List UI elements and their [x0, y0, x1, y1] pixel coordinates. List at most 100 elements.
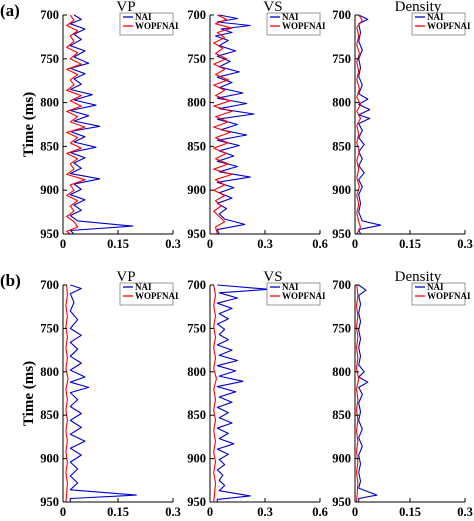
legend-box — [119, 282, 174, 306]
x-tick-label: 0.3 — [257, 505, 273, 519]
legend-label-nai: NAI — [282, 12, 299, 22]
legend-label-nai: NAI — [427, 282, 444, 292]
legend-label-nai: NAI — [427, 12, 444, 22]
x-tick-label: 0.15 — [399, 505, 421, 519]
y-tick-label: 950 — [332, 495, 351, 509]
legend-label-wopfnai: WOPFNAI — [135, 291, 179, 301]
y-tick-label: 850 — [187, 139, 206, 153]
y-tick-label: 700 — [40, 278, 59, 292]
y-tick-label: 750 — [332, 321, 351, 335]
subplot-title: VP — [116, 0, 135, 15]
legend-label-nai: NAI — [282, 282, 299, 292]
legend-box — [266, 282, 321, 306]
y-axis-label: Time (ms) — [21, 361, 37, 426]
series-line-wopfnai — [213, 14, 233, 235]
legend-label-nai: NAI — [135, 282, 152, 292]
y-tick-label: 950 — [40, 227, 59, 241]
legend-label-wopfnai: WOPFNAI — [427, 291, 471, 301]
x-tick-label: 0 — [352, 237, 358, 251]
x-tick-label: 0.3 — [457, 237, 473, 251]
y-tick-label: 750 — [187, 52, 206, 66]
y-tick-label: 700 — [332, 278, 351, 292]
subplot-title: VS — [263, 269, 282, 285]
series-line-wopfnai — [66, 14, 86, 235]
panel-label: (a) — [0, 1, 20, 20]
subplot-title: Density — [395, 0, 442, 15]
x-tick-label: 0.6 — [312, 237, 328, 251]
x-tick-label: 0.15 — [107, 237, 129, 251]
x-tick-label: 0.3 — [165, 505, 181, 519]
legend-box — [266, 12, 321, 36]
subplot-title: Density — [395, 269, 442, 285]
y-tick-label: 950 — [332, 227, 351, 241]
series-line-nai — [358, 14, 382, 235]
legend-label-wopfnai: WOPFNAI — [282, 21, 326, 31]
y-tick-label: 850 — [40, 408, 59, 422]
x-tick-label: 0.6 — [312, 505, 328, 519]
y-tick-label: 800 — [332, 96, 351, 110]
x-tick-label: 0.15 — [399, 237, 421, 251]
y-tick-label: 900 — [187, 452, 206, 466]
y-tick-label: 700 — [187, 278, 206, 292]
y-tick-label: 900 — [187, 183, 206, 197]
y-axis-label: Time (ms) — [21, 92, 37, 157]
y-tick-label: 950 — [187, 227, 206, 241]
series-line-wopfnai — [355, 284, 360, 503]
series-line-nai — [358, 284, 378, 502]
panel-label: (b) — [0, 271, 21, 290]
y-tick-label: 900 — [332, 183, 351, 197]
x-tick-label: 0 — [60, 505, 66, 519]
y-tick-label: 950 — [40, 495, 59, 509]
series-line-wopfnai — [213, 284, 217, 503]
y-tick-label: 800 — [187, 365, 206, 379]
y-tick-label: 850 — [40, 139, 59, 153]
series-line-wopfnai — [356, 14, 363, 235]
y-tick-label: 750 — [187, 321, 206, 335]
series-line-wopfnai — [65, 284, 69, 503]
x-tick-label: 0 — [352, 505, 358, 519]
y-tick-label: 900 — [40, 183, 59, 197]
x-tick-label: 0 — [207, 237, 213, 251]
legend-box — [411, 282, 466, 306]
series-line-nai — [216, 284, 270, 502]
y-tick-label: 800 — [40, 365, 59, 379]
y-tick-label: 700 — [40, 8, 59, 22]
series-line-nai — [214, 14, 255, 235]
legend-label-nai: NAI — [135, 12, 152, 22]
legend-label-wopfnai: WOPFNAI — [427, 21, 471, 31]
y-tick-label: 750 — [332, 52, 351, 66]
y-tick-label: 850 — [332, 408, 351, 422]
y-tick-label: 700 — [187, 8, 206, 22]
x-tick-label: 0 — [60, 237, 66, 251]
y-tick-label: 850 — [187, 408, 206, 422]
x-tick-label: 0 — [207, 505, 213, 519]
legend-box — [119, 12, 174, 36]
subplot-title: VS — [263, 0, 282, 15]
x-tick-label: 0.3 — [457, 505, 473, 519]
x-tick-label: 0.3 — [165, 237, 181, 251]
y-tick-label: 900 — [332, 452, 351, 466]
legend-box — [411, 12, 466, 36]
y-tick-label: 800 — [187, 96, 206, 110]
y-tick-label: 750 — [40, 52, 59, 66]
y-tick-label: 850 — [332, 139, 351, 153]
series-line-nai — [69, 284, 137, 502]
legend-label-wopfnai: WOPFNAI — [135, 21, 179, 31]
y-tick-label: 750 — [40, 321, 59, 335]
y-tick-label: 800 — [332, 365, 351, 379]
y-tick-label: 700 — [332, 8, 351, 22]
legend-label-wopfnai: WOPFNAI — [282, 291, 326, 301]
